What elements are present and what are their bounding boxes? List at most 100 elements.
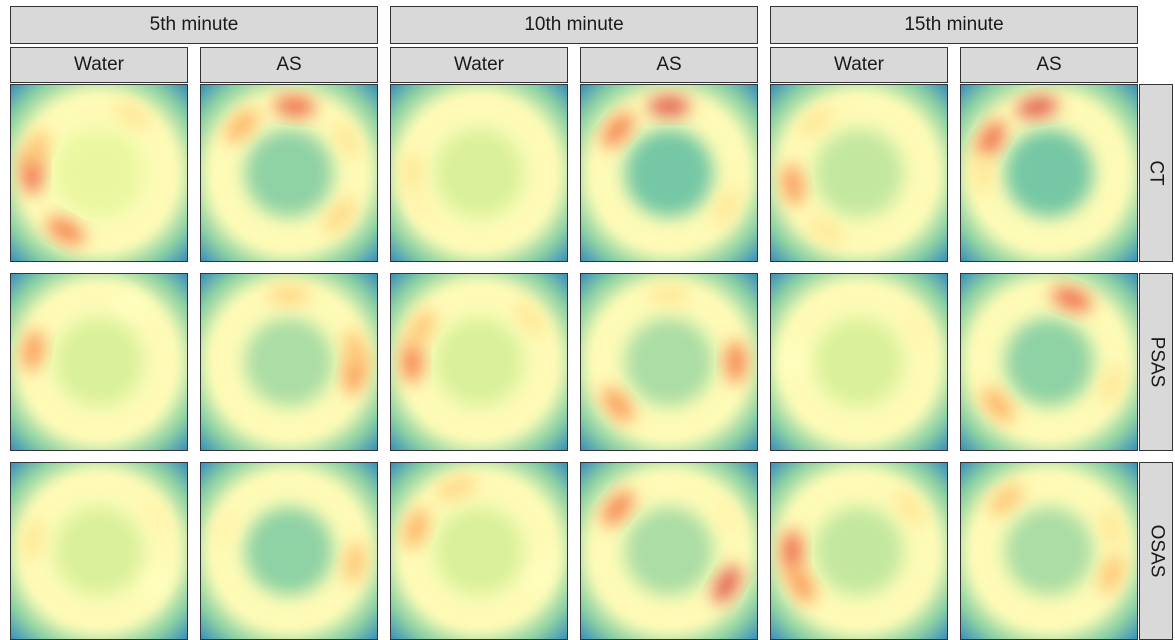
dish-center bbox=[55, 129, 143, 217]
hotspot-1 bbox=[602, 112, 634, 148]
group-strip-osas: OSAS bbox=[1139, 462, 1173, 640]
dish-center bbox=[1005, 129, 1093, 217]
group-strip-label: PSAS bbox=[1146, 336, 1168, 388]
hotspot-0 bbox=[782, 529, 802, 573]
hotspot-1 bbox=[407, 187, 435, 226]
heatmap-panel-psas-10th-minute-water bbox=[390, 273, 568, 451]
dish-center bbox=[245, 318, 333, 406]
hotspot-1 bbox=[602, 387, 634, 423]
hotspot-2 bbox=[333, 120, 361, 159]
hotspot-1 bbox=[798, 106, 834, 138]
time-strip-15th-minute: 15th minute bbox=[770, 6, 1138, 44]
hotspot-1 bbox=[977, 120, 1005, 159]
heatmap-panel-osas-5th-minute-as bbox=[200, 462, 378, 640]
heatmap-panel-psas-10th-minute-as bbox=[580, 273, 758, 451]
heatmap-panel-ct-5th-minute-as bbox=[200, 84, 378, 262]
hotspot-1 bbox=[782, 340, 802, 384]
hotspot-2 bbox=[514, 301, 546, 337]
hotspot-2 bbox=[713, 187, 741, 226]
hotspot-2 bbox=[806, 217, 845, 245]
hotspot-2 bbox=[1100, 507, 1124, 549]
hotspot-0 bbox=[22, 518, 44, 561]
hotspot-2 bbox=[143, 565, 171, 604]
hotspot-0 bbox=[903, 309, 931, 348]
heatmap-panel-psas-5th-minute-water bbox=[10, 273, 188, 451]
hotspot-0 bbox=[404, 507, 428, 549]
hotspot-1 bbox=[713, 565, 741, 604]
solution-strip-water: Water bbox=[390, 47, 568, 83]
time-strip-10th-minute: 10th minute bbox=[390, 6, 758, 44]
dish-center bbox=[55, 507, 143, 595]
heatmap-panel-psas-5th-minute-as bbox=[200, 273, 378, 451]
hotspot-0 bbox=[344, 541, 366, 584]
hotspot-0 bbox=[273, 96, 316, 117]
hotspot-1 bbox=[787, 565, 815, 604]
hotspot-0 bbox=[602, 490, 634, 526]
hotspot-1 bbox=[113, 290, 152, 318]
heatmap-panel-ct-15th-minute-water bbox=[770, 84, 948, 262]
dish-center bbox=[815, 129, 903, 217]
group-strip-ct: CT bbox=[1139, 84, 1173, 262]
hotspot-3 bbox=[113, 101, 152, 129]
heatmap-panel-osas-5th-minute-water bbox=[10, 462, 188, 640]
time-strip-5th-minute: 5th minute bbox=[10, 6, 378, 44]
heatmap-panel-osas-15th-minute-water bbox=[770, 462, 948, 640]
dish-center bbox=[625, 318, 713, 406]
group-strip-label: CT bbox=[1145, 160, 1167, 186]
solution-strip-water: Water bbox=[770, 47, 948, 83]
hotspot-1 bbox=[982, 387, 1014, 423]
hotspot-2 bbox=[24, 129, 48, 171]
hotspot-1 bbox=[225, 109, 259, 143]
heatmap-panel-ct-15th-minute-as bbox=[960, 84, 1138, 262]
dish-center bbox=[625, 507, 713, 595]
hotspot-1 bbox=[46, 217, 85, 245]
group-strip-psas: PSAS bbox=[1139, 273, 1173, 451]
hotspot-2 bbox=[1100, 364, 1124, 406]
hotspot-2 bbox=[713, 498, 741, 537]
hotspot-0 bbox=[782, 163, 804, 206]
dish-center bbox=[1005, 507, 1093, 595]
dish-center bbox=[435, 507, 523, 595]
heatmap-panel-psas-15th-minute-as bbox=[960, 273, 1138, 451]
hotspot-1 bbox=[143, 498, 171, 537]
hotspot-1 bbox=[407, 309, 435, 348]
dish-center bbox=[815, 507, 903, 595]
dish-center bbox=[245, 507, 333, 595]
group-strip-label: OSAS bbox=[1146, 524, 1167, 578]
heatmap-panel-ct-5th-minute-water bbox=[10, 84, 188, 262]
hotspot-3 bbox=[324, 198, 356, 234]
hotspot-0 bbox=[647, 96, 691, 116]
dish-center bbox=[625, 129, 713, 217]
solution-strip-as: AS bbox=[580, 47, 758, 83]
solution-strip-water: Water bbox=[10, 47, 188, 83]
dish-ring bbox=[968, 470, 1130, 632]
heatmap-panel-ct-10th-minute-water bbox=[390, 84, 568, 262]
hotspot-2 bbox=[267, 285, 311, 305]
dish-center bbox=[435, 129, 523, 217]
hotspot-0 bbox=[1051, 287, 1093, 311]
hotspot-0 bbox=[1016, 96, 1059, 118]
dish-center bbox=[1005, 318, 1093, 406]
hotspot-2 bbox=[530, 553, 554, 595]
heatmap-panel-osas-10th-minute-water bbox=[390, 462, 568, 640]
hotspot-1 bbox=[344, 329, 366, 372]
heatmap-panel-ct-10th-minute-as bbox=[580, 84, 758, 262]
dish-center bbox=[815, 318, 903, 406]
heatmap-panel-osas-10th-minute-as bbox=[580, 462, 758, 640]
dish-ring bbox=[968, 281, 1130, 443]
hotspot-2 bbox=[647, 285, 691, 305]
dish-ring bbox=[588, 470, 750, 632]
dish-ring bbox=[398, 470, 560, 632]
heatmap-panel-psas-15th-minute-water bbox=[770, 273, 948, 451]
hotspot-0 bbox=[726, 340, 746, 384]
hotspot-1 bbox=[435, 476, 477, 500]
solution-strip-as: AS bbox=[200, 47, 378, 83]
hotspot-1 bbox=[214, 507, 238, 549]
solution-strip-as: AS bbox=[960, 47, 1138, 83]
dish-center bbox=[435, 318, 523, 406]
hotspot-0 bbox=[402, 340, 422, 384]
dish-center bbox=[245, 129, 333, 217]
hotspot-2 bbox=[894, 490, 926, 526]
hotspot-0 bbox=[988, 484, 1024, 516]
dish-center bbox=[55, 318, 143, 406]
